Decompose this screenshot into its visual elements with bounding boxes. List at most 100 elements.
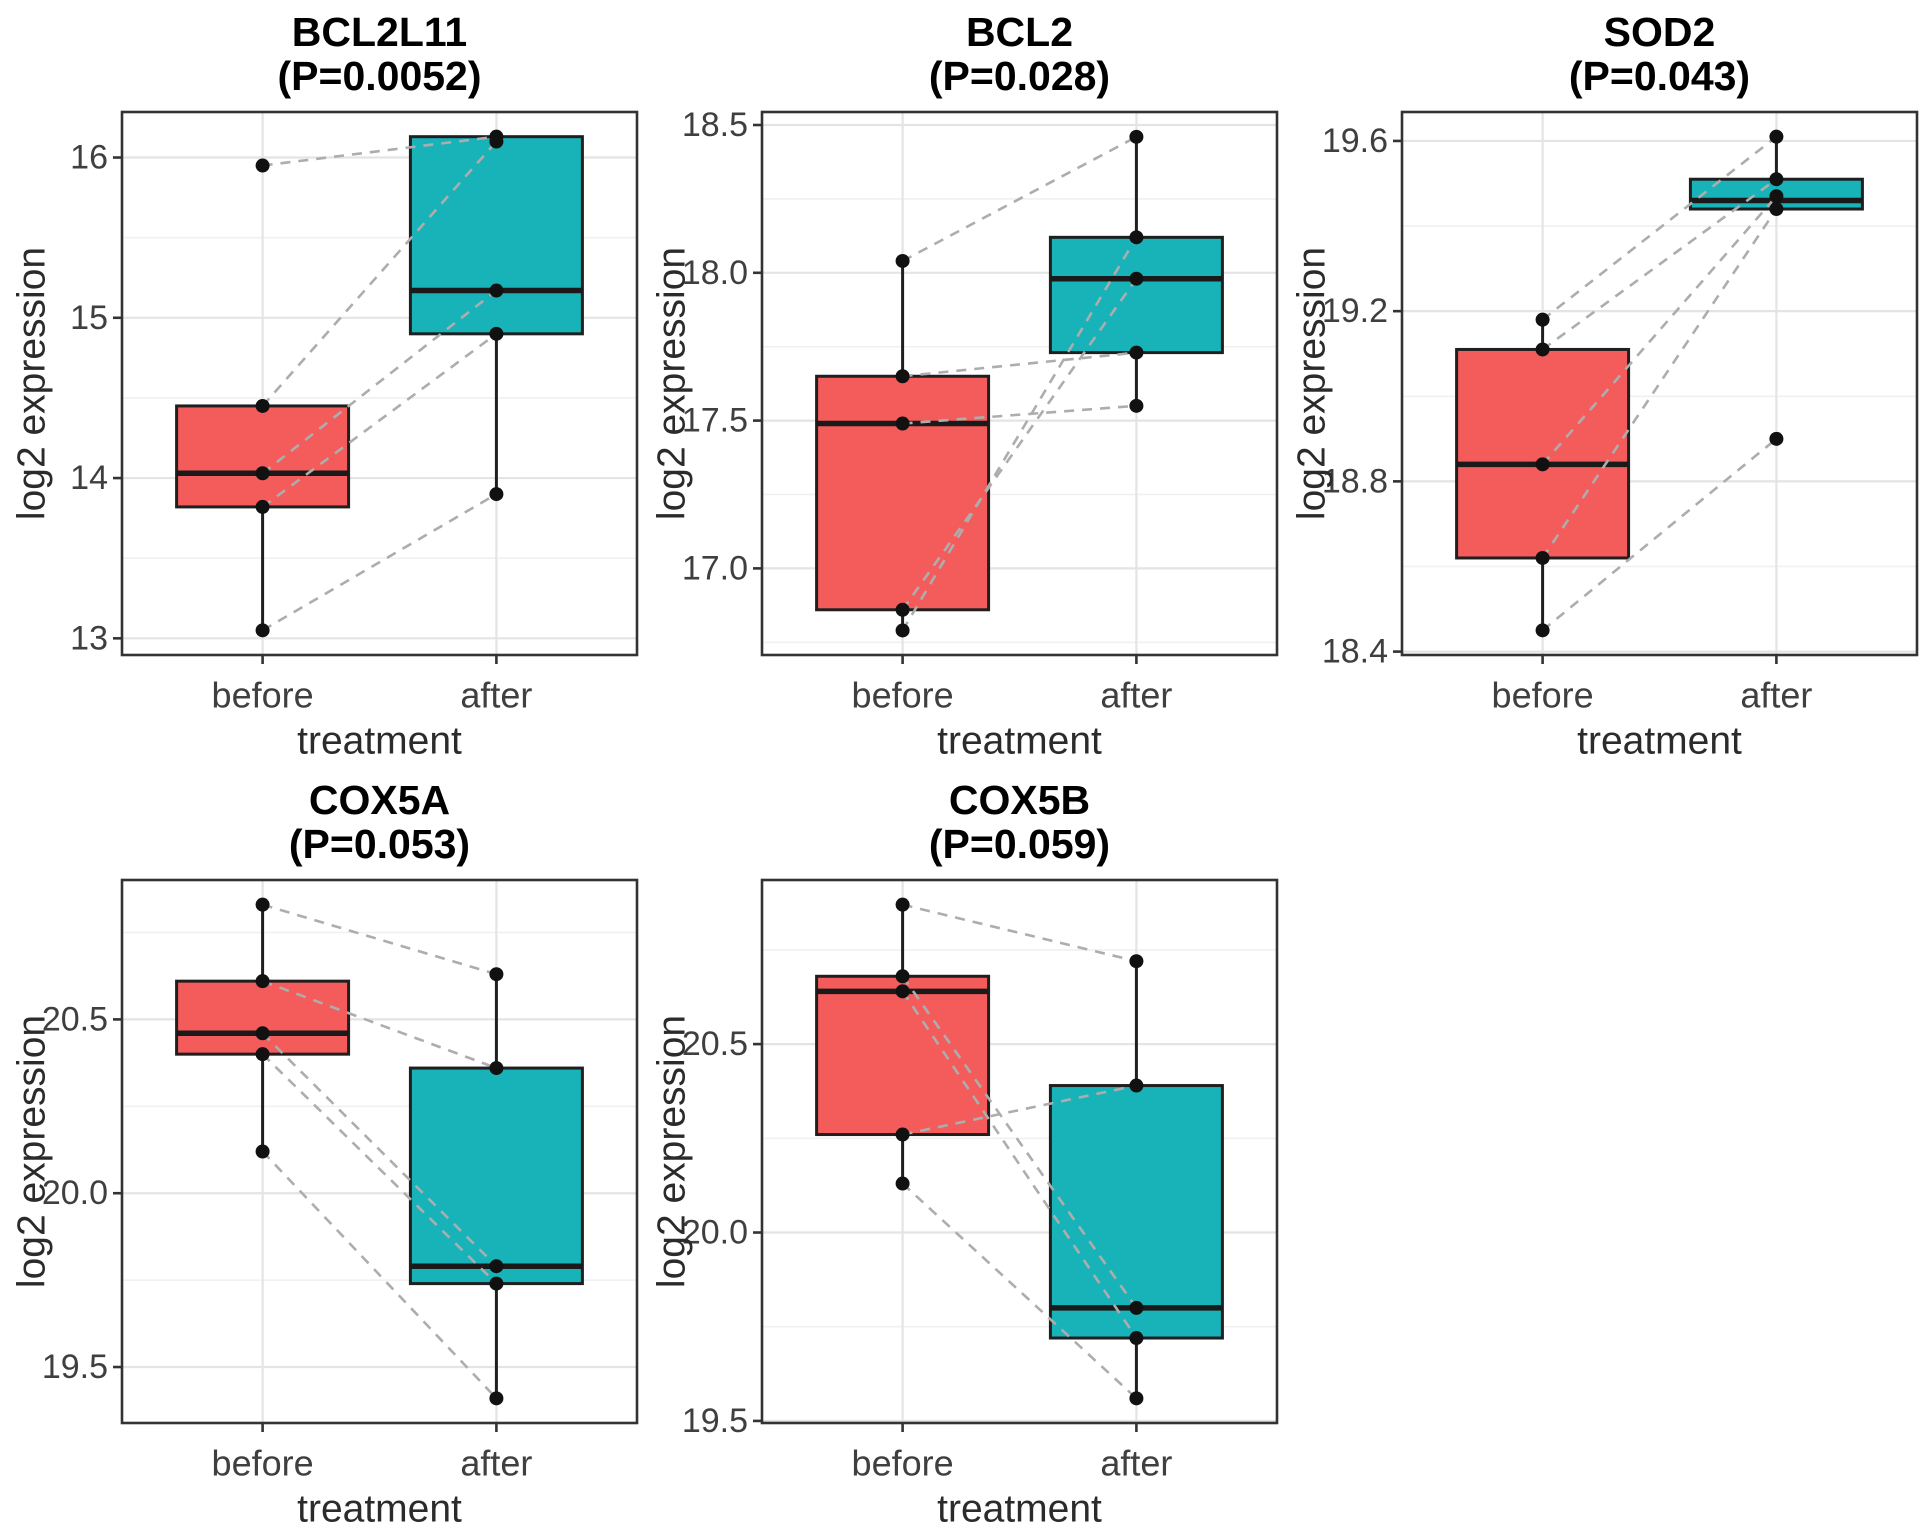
pair-line [261, 289, 498, 475]
pair-line [902, 351, 1137, 378]
data-point-before [895, 984, 910, 999]
data-point-after [1769, 129, 1784, 144]
data-point-after [1129, 1078, 1144, 1093]
empty-cell [1280, 768, 1920, 1536]
panel-border [1400, 110, 1919, 657]
data-point-after [1769, 172, 1784, 187]
pair-line [901, 975, 1138, 1309]
y-tick-label: 17.5 [682, 402, 748, 440]
panel-cox5b: 19.5 20.0 20.5 before after treatment log2 exp… [640, 768, 1280, 1536]
pair-line [901, 990, 1138, 1339]
panel-title: BCL2 [966, 9, 1073, 55]
y-axis-title: log2 expression [651, 1015, 694, 1288]
pair-line [1541, 437, 1778, 632]
y-tick-label: 19.2 [1322, 292, 1388, 330]
y-tick-label: 15 [70, 299, 108, 337]
data-point-after [1129, 1391, 1144, 1406]
data-point-before [255, 158, 270, 173]
data-point-after [489, 283, 504, 298]
pair-line [1541, 135, 1778, 321]
pair-line [901, 236, 1138, 632]
x-tick-label-before: before [852, 1443, 954, 1484]
x-axis-title: treatment [937, 1488, 1102, 1531]
pair-line [261, 140, 498, 407]
data-point-after [1129, 1331, 1144, 1346]
data-point-before [255, 623, 270, 638]
pair-line [262, 979, 497, 1070]
pair-line [261, 332, 498, 508]
data-point-after [1129, 129, 1144, 144]
pair-line [901, 277, 1138, 611]
box-after [408, 135, 584, 336]
y-tick-label: 16 [70, 139, 108, 177]
pair-line [261, 1150, 498, 1400]
data-point-before [895, 969, 910, 984]
x-tick-label-before: before [212, 1443, 314, 1484]
pair-line [901, 135, 1138, 263]
pair-line [1541, 178, 1778, 351]
panel-border [760, 878, 1279, 1425]
pair-line [262, 135, 497, 167]
x-axis-title: treatment [937, 720, 1102, 763]
y-tick-label: 20.5 [42, 1000, 108, 1038]
data-point-after [1769, 202, 1784, 217]
data-point-before [895, 369, 910, 384]
data-point-before [1535, 342, 1550, 357]
panel-subtitle-pvalue: (P=0.053) [289, 821, 470, 867]
data-point-before [1535, 623, 1550, 638]
panel-title: BCL2L11 [292, 9, 467, 55]
y-tick-label: 20.5 [682, 1025, 748, 1063]
y-tick-label: 20.0 [682, 1214, 748, 1252]
pair-line [902, 903, 1137, 963]
y-axis-title: log2 expression [11, 247, 54, 520]
data-point-before [895, 897, 910, 912]
box-before [175, 979, 351, 1056]
panel-subtitle-pvalue: (P=0.059) [929, 821, 1110, 867]
y-tick-label: 19.5 [682, 1402, 748, 1440]
pair-line [261, 1032, 498, 1268]
data-point-before [255, 897, 270, 912]
data-point-after [489, 326, 504, 341]
data-point-after [489, 967, 504, 982]
data-point-before [895, 253, 910, 268]
panel-border [760, 110, 1279, 657]
x-axis-title: treatment [1577, 720, 1742, 763]
panel-bcl2l11: 13 14 15 16 before after treatment log2 express… [0, 0, 640, 768]
data-point-after [489, 1259, 504, 1274]
panel-cox5a: 19.5 20.0 20.5 before after treatment log2 exp… [0, 768, 640, 1536]
data-point-after [1129, 230, 1144, 245]
panel-subtitle-pvalue: (P=0.028) [929, 53, 1110, 99]
data-point-before [1535, 312, 1550, 327]
box-before [1455, 347, 1631, 560]
box-after [408, 1066, 584, 1286]
x-tick-label-before: before [1492, 675, 1594, 716]
data-point-after [489, 1061, 504, 1076]
x-tick-label-before: before [852, 675, 954, 716]
pair-line [902, 404, 1137, 425]
panel-subtitle-pvalue: (P=0.043) [1569, 53, 1750, 99]
data-point-after [489, 1391, 504, 1406]
data-point-before [255, 1047, 270, 1062]
x-tick-label-after: after [1100, 675, 1172, 716]
x-tick-label-after: after [460, 675, 532, 716]
data-point-after [1129, 1300, 1144, 1315]
data-point-after [1129, 954, 1144, 969]
y-tick-label: 17.0 [682, 549, 748, 587]
data-point-before [895, 416, 910, 431]
y-tick-label: 18.5 [682, 106, 748, 144]
panel-subtitle-pvalue: (P=0.0052) [278, 53, 482, 99]
pair-line [261, 492, 498, 632]
y-tick-label: 19.5 [42, 1348, 108, 1386]
y-axis-title: log2 expression [651, 247, 694, 520]
x-tick-label-after: after [1740, 675, 1812, 716]
y-tick-label: 18.8 [1322, 462, 1388, 500]
x-tick-label-after: after [460, 1443, 532, 1484]
data-point-after [489, 487, 504, 502]
data-point-before [255, 466, 270, 481]
data-point-before [255, 974, 270, 989]
